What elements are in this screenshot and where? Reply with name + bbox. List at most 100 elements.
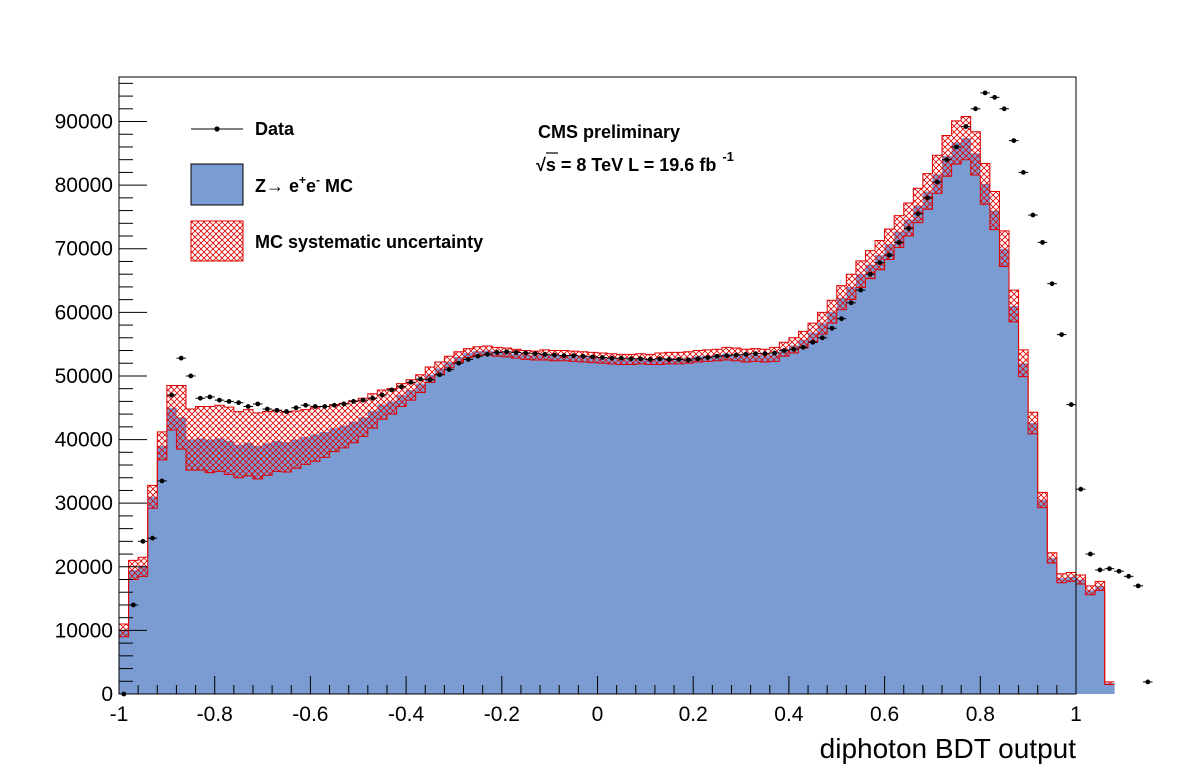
- data-point: [657, 356, 663, 362]
- annotation-energy-lumi: s = 8 TeV L = 19.6 fb: [546, 155, 716, 175]
- data-point: [379, 392, 385, 398]
- mc-bar: [195, 438, 206, 694]
- data-point: [638, 356, 643, 362]
- data-point: [264, 406, 270, 412]
- syst-band-bin: [281, 412, 292, 473]
- mc-bar: [980, 183, 991, 695]
- mc-bar: [760, 355, 771, 694]
- syst-band-bin: [932, 155, 943, 194]
- mc-bar: [444, 361, 455, 694]
- data-point: [1068, 402, 1074, 407]
- syst-band-bin: [1085, 585, 1096, 595]
- data-point: [465, 357, 471, 362]
- mc-bar: [205, 439, 215, 694]
- x-tick-label: -0.6: [292, 703, 328, 726]
- mc-bar: [520, 354, 531, 694]
- mc-bar: [310, 434, 321, 694]
- legend-mc-label: Z→ e+e- MC: [255, 173, 353, 196]
- data-point: [274, 407, 280, 413]
- mc-bar: [942, 155, 952, 694]
- mc-bar: [262, 443, 273, 694]
- syst-band-bin: [1018, 349, 1029, 377]
- syst-band-bin: [157, 431, 167, 460]
- mc-bar: [492, 351, 503, 694]
- mc-bar: [463, 353, 474, 694]
- mc-histogram: [119, 138, 1115, 695]
- mc-bar: [530, 355, 541, 694]
- data-point: [284, 409, 289, 414]
- data-point: [867, 271, 873, 277]
- mc-bar: [1009, 305, 1019, 694]
- mc-bar: [951, 142, 962, 694]
- syst-band-bin: [980, 163, 990, 205]
- data-point: [207, 394, 213, 400]
- mc-bar: [319, 431, 330, 694]
- syst-band-bin: [693, 350, 703, 362]
- syst-band-bin: [1037, 492, 1048, 508]
- mc-bar: [339, 425, 349, 694]
- x-tick-label: 0: [592, 703, 604, 726]
- mc-bar: [645, 359, 656, 694]
- syst-band-bin: [406, 379, 416, 401]
- y-tick-label: 90000: [55, 111, 113, 134]
- data-point: [753, 351, 758, 357]
- data-point: [1049, 281, 1055, 287]
- data-points: [119, 90, 1153, 697]
- syst-band-bin: [951, 120, 962, 165]
- mc-bar: [482, 350, 493, 694]
- data-point: [599, 355, 605, 360]
- syst-band-bin: [1076, 575, 1086, 584]
- x-tick-label: -0.4: [388, 703, 425, 726]
- mc-bar: [406, 389, 416, 694]
- data-point: [322, 404, 328, 409]
- mc-bar: [358, 417, 369, 694]
- mc-bar: [243, 442, 254, 694]
- mc-bar: [425, 374, 436, 694]
- mc-bar: [769, 354, 780, 694]
- data-point: [197, 395, 203, 401]
- data-point: [341, 401, 347, 407]
- mc-bar: [865, 264, 876, 694]
- syst-band-bin: [855, 260, 866, 288]
- syst-band-bin: [884, 229, 895, 260]
- mc-bar: [1095, 585, 1106, 694]
- syst-band-bin: [482, 346, 493, 355]
- mc-bar: [884, 244, 895, 695]
- data-point: [609, 355, 615, 361]
- syst-band-bin: [339, 403, 349, 448]
- data-point: [532, 351, 538, 357]
- syst-band-bin: [808, 323, 818, 343]
- y-tick-label: 30000: [55, 492, 113, 515]
- legend-mc-prefix: Z→ e: [255, 176, 299, 196]
- mc-systematic-band: [119, 115, 1115, 685]
- mc-bar: [846, 286, 857, 694]
- syst-band-bin: [243, 409, 253, 476]
- annotation-exponent: -1: [722, 149, 734, 164]
- data-point: [953, 144, 959, 150]
- mc-bar: [119, 630, 129, 694]
- annotation-line2: √s = 8 TeV L = 19.6 fb -1: [536, 149, 734, 175]
- mc-bar: [511, 353, 522, 694]
- mc-bar: [913, 205, 924, 695]
- syst-band-bin: [683, 351, 694, 364]
- mc-bar: [128, 569, 139, 694]
- mc-bar: [272, 440, 282, 694]
- syst-band-bin: [291, 410, 301, 469]
- mc-bar: [453, 356, 464, 694]
- data-point: [418, 376, 423, 382]
- syst-band-bin: [348, 400, 359, 443]
- mc-bar: [712, 354, 723, 694]
- mc-bar: [607, 358, 617, 694]
- x-tick-label: -0.2: [484, 703, 520, 726]
- data-point: [226, 399, 232, 404]
- data-point: [494, 350, 500, 355]
- mc-bar: [626, 359, 637, 694]
- mc-bar: [147, 496, 158, 694]
- data-point: [800, 344, 806, 350]
- mc-bar: [348, 421, 359, 694]
- mc-bar: [367, 410, 378, 694]
- annotation-line1: CMS preliminary: [538, 122, 680, 142]
- data-point: [303, 402, 309, 408]
- syst-band-bin: [836, 285, 847, 310]
